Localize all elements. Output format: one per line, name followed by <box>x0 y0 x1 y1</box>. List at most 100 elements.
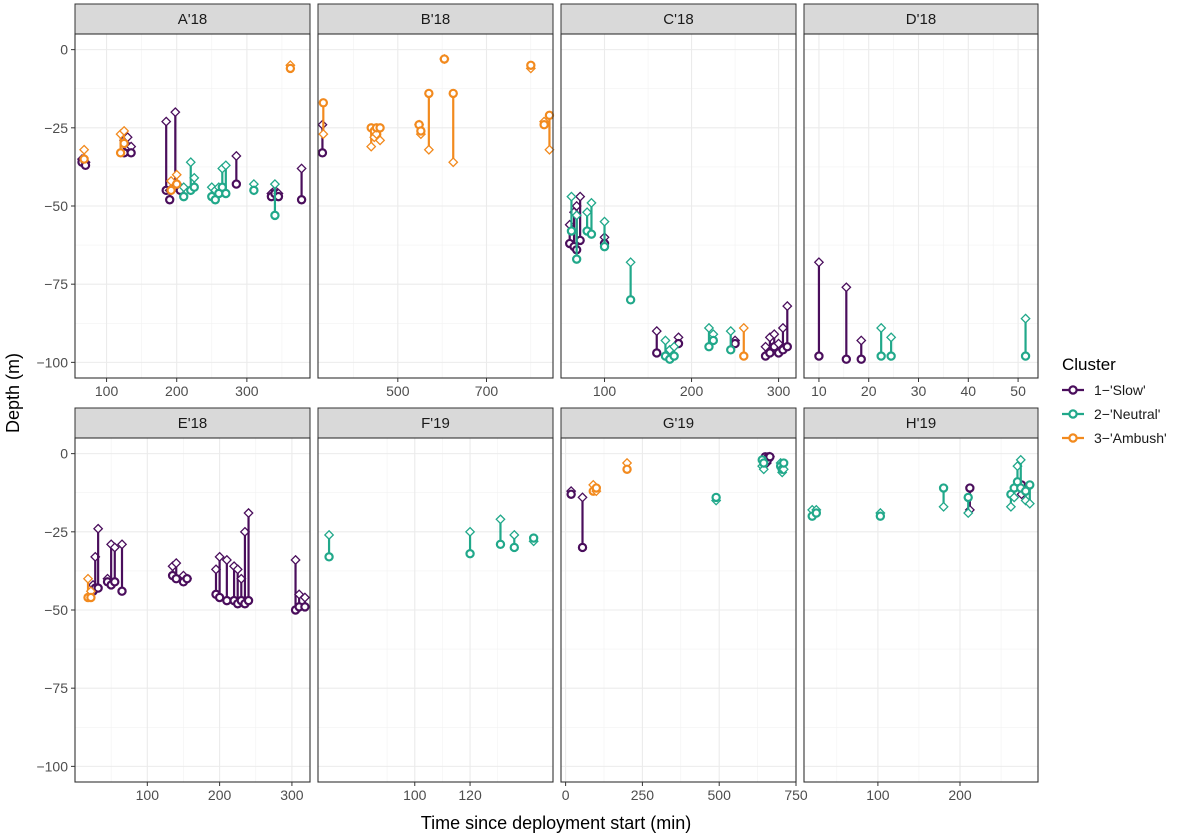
start-depth-point <box>566 489 576 499</box>
end-depth-point <box>231 150 242 162</box>
start-depth-point <box>577 542 588 553</box>
end-depth-point <box>782 300 793 312</box>
legend: Cluster 1−'Slow' 2−'Neutral' 3−'Ambush' <box>1062 355 1167 446</box>
facet-title: H'19 <box>906 415 936 432</box>
start-depth-point <box>182 574 192 584</box>
end-depth-point <box>841 282 852 293</box>
x-tick-label: 10 <box>811 383 827 399</box>
start-depth-point <box>300 602 310 612</box>
start-depth-point <box>622 464 632 474</box>
end-depth-point <box>290 554 301 566</box>
facet-title: B'18 <box>421 11 451 28</box>
end-depth-point <box>963 507 974 519</box>
start-depth-point <box>704 342 714 352</box>
panel-a18: A'18 100 200 300 0 −25 −50 −75 −100 <box>36 3 311 399</box>
start-depth-point <box>179 191 189 202</box>
start-depth-point <box>544 110 555 121</box>
panel-f19: F'19 100 120 <box>317 407 554 803</box>
start-depth-point <box>652 348 662 358</box>
start-depth-point <box>79 154 89 164</box>
end-depth-point <box>769 329 780 340</box>
facet-title: E'18 <box>178 415 208 432</box>
start-depth-point <box>759 458 769 468</box>
end-depth-point <box>79 144 90 155</box>
start-depth-point <box>963 492 973 503</box>
start-depth-point <box>711 492 721 503</box>
facet-strip <box>74 3 311 35</box>
start-depth-point <box>811 508 822 518</box>
y-tick-label: −25 <box>44 524 68 540</box>
start-depth-point <box>249 185 259 196</box>
panel-border <box>317 437 554 783</box>
start-depth-point <box>110 577 120 587</box>
start-depth-point <box>965 483 975 493</box>
start-depth-point <box>779 458 789 468</box>
start-depth-point <box>115 148 126 158</box>
panel-e18: E'18 100 200 300 0 −25 −50 −75 −100 <box>36 407 311 803</box>
start-depth-point <box>165 195 175 205</box>
facet-strip <box>560 407 797 439</box>
panel-border <box>560 33 797 379</box>
x-tick-label: 500 <box>708 787 732 803</box>
end-depth-point <box>581 207 593 218</box>
facet-strip <box>803 407 1039 439</box>
end-depth-point <box>651 325 662 337</box>
end-depth-point <box>161 116 172 127</box>
end-depth-point <box>366 141 377 152</box>
start-depth-point <box>285 63 296 74</box>
legend-label: 3−'Ambush' <box>1094 430 1167 446</box>
end-depth-point <box>773 338 784 349</box>
end-depth-point <box>575 191 586 202</box>
start-depth-point <box>86 592 96 603</box>
end-depth-point <box>703 322 715 334</box>
x-tick-label: 120 <box>458 787 482 803</box>
start-depth-point <box>938 483 949 493</box>
facet-title: D'18 <box>906 11 936 28</box>
end-depth-point <box>625 257 636 268</box>
x-tick-label: 40 <box>961 383 977 399</box>
end-depth-point <box>171 557 182 569</box>
start-depth-point <box>782 342 792 352</box>
end-depth-point <box>323 529 335 541</box>
start-depth-point <box>765 348 775 358</box>
start-depth-point <box>222 595 232 606</box>
start-depth-point <box>669 351 679 361</box>
legend-key-symbol <box>1068 409 1078 419</box>
start-depth-point <box>708 335 719 346</box>
end-depth-point <box>509 529 520 541</box>
y-tick-label: −75 <box>44 680 68 696</box>
end-depth-point <box>886 332 897 343</box>
start-depth-point <box>126 148 136 158</box>
x-tick-label: 250 <box>631 787 655 803</box>
facet-strip <box>317 407 554 439</box>
x-tick-label: 100 <box>403 787 427 803</box>
start-depth-point <box>214 592 225 603</box>
x-axis-title: Time since deployment start (min) <box>421 813 691 833</box>
end-depth-point <box>269 178 281 190</box>
end-depth-point <box>118 125 130 137</box>
end-depth-point <box>448 157 459 168</box>
start-depth-point <box>171 574 181 584</box>
panel-border <box>803 33 1039 379</box>
end-depth-point <box>189 172 200 183</box>
start-depth-point <box>296 195 307 205</box>
x-tick-label: 100 <box>95 383 119 399</box>
end-depth-point <box>571 210 582 221</box>
panel-border <box>560 437 797 783</box>
legend-label: 1−'Slow' <box>1094 382 1146 398</box>
end-depth-point <box>221 554 232 566</box>
start-depth-point <box>117 586 127 596</box>
end-depth-point <box>185 157 196 168</box>
end-depth-point <box>856 335 867 346</box>
end-depth-point <box>82 573 94 584</box>
start-depth-point <box>571 254 582 264</box>
end-depth-point <box>586 197 597 208</box>
legend-label: 2−'Neutral' <box>1094 406 1160 422</box>
x-tick-label: 750 <box>784 787 808 803</box>
y-tick-label: −100 <box>36 354 68 370</box>
end-depth-point <box>599 216 610 227</box>
y-axis-title: Depth (m) <box>3 353 23 433</box>
y-tick-label: −75 <box>44 276 68 292</box>
start-depth-point <box>318 98 329 108</box>
